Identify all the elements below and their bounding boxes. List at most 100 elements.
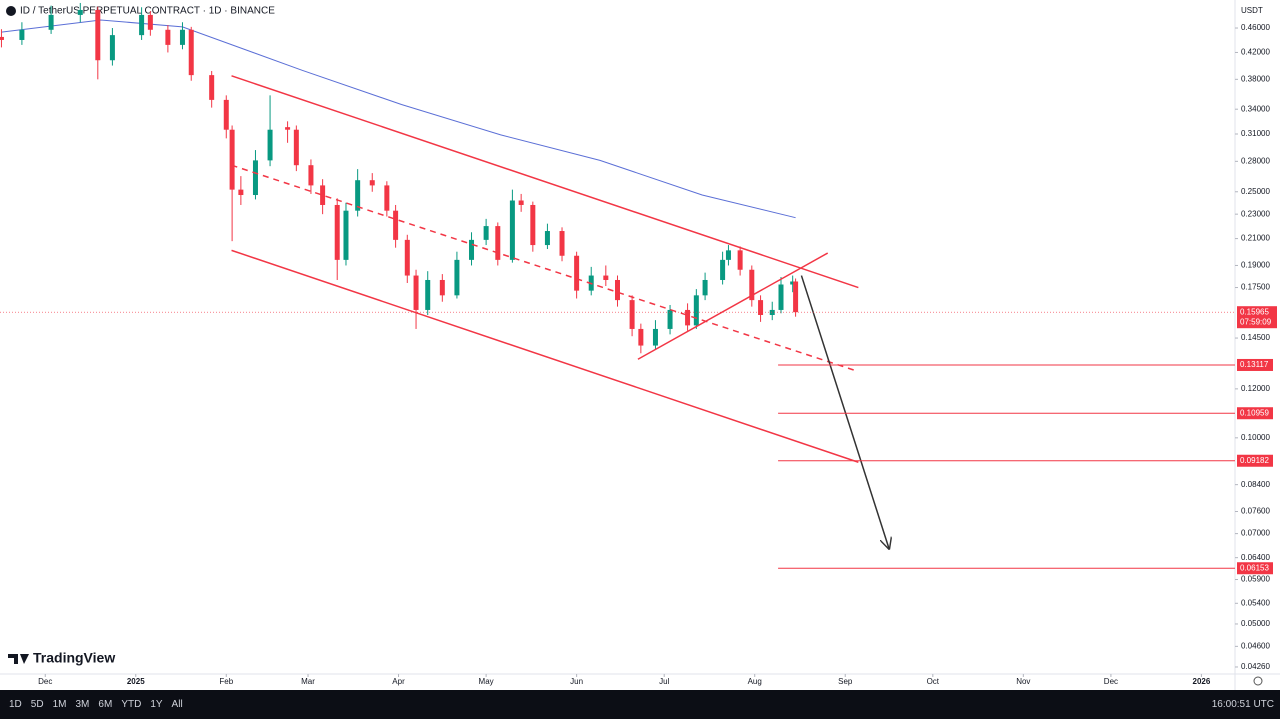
range-button[interactable]: All xyxy=(171,699,183,710)
range-button[interactable]: 6M xyxy=(98,699,113,710)
y-tick-label: 0.10000 xyxy=(1241,433,1270,442)
brand-logo xyxy=(8,654,29,664)
price-level-box xyxy=(1237,454,1273,467)
candle-body xyxy=(404,239,410,276)
trendline xyxy=(231,75,859,289)
x-tick-label: Dec xyxy=(38,677,52,686)
candle-body xyxy=(559,231,565,256)
candle-body xyxy=(425,279,431,310)
candle-body xyxy=(725,250,731,260)
y-tick-label: 0.14500 xyxy=(1241,333,1270,342)
y-tick-label: 0.17500 xyxy=(1241,283,1270,292)
x-tick-label: Apr xyxy=(392,677,405,686)
y-tick-label: 0.46000 xyxy=(1241,23,1270,32)
candle-body xyxy=(355,180,361,211)
countdown: 07:59:09 xyxy=(1240,317,1272,326)
trendline xyxy=(637,252,829,360)
x-tick-label: May xyxy=(479,677,494,686)
y-tick-label: 0.07000 xyxy=(1241,529,1270,538)
y-tick-label: 0.34000 xyxy=(1241,104,1270,113)
candle-body xyxy=(685,309,691,326)
range-button[interactable]: YTD xyxy=(121,699,142,710)
range-button[interactable]: 1M xyxy=(52,699,67,710)
x-tick-label: Jul xyxy=(659,677,669,686)
candle-body xyxy=(702,279,708,296)
symbol-icon xyxy=(6,6,16,16)
range-button[interactable]: 1D xyxy=(9,699,22,710)
x-tick-label: Feb xyxy=(219,677,233,686)
x-tick-label: Aug xyxy=(748,677,762,686)
candle-body xyxy=(223,99,229,130)
candle-body xyxy=(615,279,620,301)
price-level-box xyxy=(1237,407,1273,420)
y-tick-label: 0.23000 xyxy=(1241,209,1270,218)
y-tick-label: 0.38000 xyxy=(1241,74,1270,83)
range-button[interactable]: 3M xyxy=(75,699,90,710)
y-tick-label: 0.05000 xyxy=(1241,619,1270,628)
candle-body xyxy=(793,281,799,313)
candle-body xyxy=(413,275,419,310)
candle-body xyxy=(0,36,4,40)
candle-body xyxy=(769,309,775,315)
x-tick-label: 2025 xyxy=(127,677,145,686)
x-tick-label: Dec xyxy=(1104,677,1118,686)
last-price-label: 0.15965 xyxy=(1240,307,1269,316)
range-button[interactable]: 1Y xyxy=(150,699,163,710)
candle-body xyxy=(790,281,796,285)
candle-body xyxy=(530,204,536,246)
candle-body xyxy=(109,35,115,61)
price-level-label: 0.13117 xyxy=(1240,360,1269,369)
y-tick-label: 0.05400 xyxy=(1241,598,1270,607)
x-tick-label: Oct xyxy=(927,677,940,686)
candle-body xyxy=(629,300,635,329)
range-button[interactable]: 5D xyxy=(30,699,44,710)
y-tick-label: 0.28000 xyxy=(1241,156,1270,165)
y-tick-label: 0.31000 xyxy=(1241,129,1270,138)
candle-body xyxy=(229,129,235,190)
candle-body xyxy=(652,328,658,346)
y-tick-label: 0.06400 xyxy=(1241,553,1270,562)
brand: TradingView xyxy=(33,650,115,666)
y-tick-label: 0.12000 xyxy=(1241,384,1270,393)
trendline xyxy=(231,249,859,463)
candle-body xyxy=(334,204,340,260)
price-level-label: 0.09182 xyxy=(1240,456,1269,465)
candle-body xyxy=(369,180,375,186)
price-level-label: 0.06153 xyxy=(1240,563,1269,572)
clock: 16:00:51 UTC xyxy=(1211,699,1274,710)
candle-body xyxy=(544,231,550,246)
projection-arrow xyxy=(800,275,889,549)
candle-body xyxy=(737,250,743,270)
candle-body xyxy=(749,269,755,301)
candle-body xyxy=(165,29,171,45)
candle-body xyxy=(439,279,445,296)
candle-body xyxy=(179,29,185,45)
candle-body xyxy=(252,160,258,196)
candle-body xyxy=(308,165,314,186)
candle-body xyxy=(384,185,390,211)
candle-body xyxy=(320,185,326,205)
candle-body xyxy=(48,14,54,30)
candle-body xyxy=(483,226,489,240)
y-tick-label: 0.19000 xyxy=(1241,261,1270,270)
y-tick-label: 0.21000 xyxy=(1241,234,1270,243)
settings-icon[interactable] xyxy=(1253,676,1263,686)
candle-body xyxy=(19,29,25,40)
price-level-box xyxy=(1237,562,1273,575)
candle-body xyxy=(509,200,515,260)
x-tick-label: 2026 xyxy=(1193,677,1211,686)
candle-body xyxy=(778,284,784,310)
candle-body xyxy=(343,210,349,260)
price-level-box xyxy=(1237,358,1273,371)
candle-body xyxy=(603,275,609,280)
candle-body xyxy=(720,259,726,280)
x-tick-label: Sep xyxy=(838,677,853,686)
y-tick-label: 0.04260 xyxy=(1241,662,1270,671)
x-tick-label: Jun xyxy=(570,677,583,686)
candle-body xyxy=(139,14,145,36)
last-price-box xyxy=(1237,306,1277,329)
candle-body xyxy=(454,259,460,296)
candle-body xyxy=(238,189,244,196)
candle-body xyxy=(285,127,291,130)
